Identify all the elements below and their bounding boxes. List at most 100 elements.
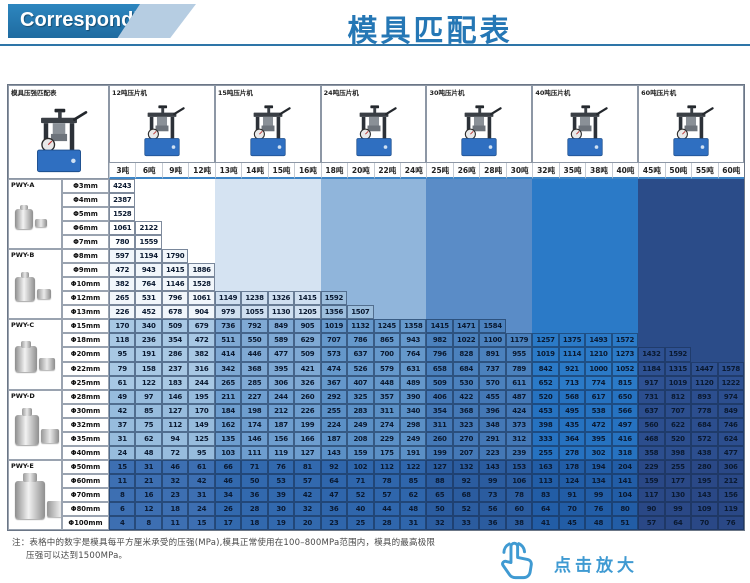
pressure-cell: 70 [558, 501, 586, 516]
pressure-cell: 78 [373, 473, 401, 488]
pressure-cell: 520 [532, 389, 559, 404]
pressure-cell: 255 [532, 445, 559, 460]
mold-photo-cell: PWY-D [8, 389, 62, 460]
pressure-cell: 92 [320, 459, 348, 474]
pressure-cell: 306 [717, 459, 744, 474]
pressure-cell: 1257 [532, 333, 559, 348]
pressure-cell: 1055 [241, 305, 268, 320]
empty-cell [558, 277, 586, 292]
click-to-zoom-button[interactable]: 点击放大 [492, 537, 692, 581]
pressure-cell: 570 [479, 375, 506, 390]
empty-cell [479, 305, 506, 320]
diameter-label: Φ3mm [62, 179, 109, 194]
diameter-label: Φ18mm [62, 333, 109, 348]
empty-cell [532, 249, 559, 264]
pressure-cell: 624 [717, 431, 744, 446]
empty-cell [241, 179, 268, 194]
pressure-cell: 122 [135, 375, 162, 390]
pressure-cell: 75 [135, 417, 162, 432]
pressure-cell: 446 [241, 347, 268, 362]
pressure-cell: 21 [135, 473, 162, 488]
pressure-cell: 367 [320, 375, 348, 390]
pressure-cell: 52 [347, 487, 374, 502]
empty-cell [452, 305, 480, 320]
empty-cell [664, 263, 692, 278]
pressure-cell: 48 [135, 445, 162, 460]
pressure-cell: 323 [452, 417, 480, 432]
pressure-cell: 38 [505, 515, 533, 530]
pressure-cell: 207 [452, 445, 480, 460]
machine-name: 24吨压片机 [323, 89, 359, 97]
pressure-cell: 1415 [426, 319, 453, 334]
empty-cell [347, 221, 374, 236]
empty-cell [611, 249, 639, 264]
empty-cell [400, 179, 427, 194]
pressure-cell: 396 [479, 403, 506, 418]
pressure-cell: 678 [161, 305, 189, 320]
empty-cell [214, 235, 242, 250]
pressure-cell: 237 [161, 361, 189, 376]
empty-cell [161, 221, 189, 236]
empty-cell [664, 207, 692, 222]
pressure-cell: 122 [400, 459, 427, 474]
empty-cell [426, 179, 453, 194]
pressure-cell: 652 [532, 375, 559, 390]
pressure-cell: 6 [109, 501, 136, 516]
pressure-cell: 318 [611, 445, 639, 460]
pressure-cell: 132 [452, 459, 480, 474]
empty-cell [320, 179, 348, 194]
pressure-cell: 24 [109, 445, 136, 460]
pressure-cell: 1132 [347, 319, 374, 334]
pressure-cell: 495 [558, 403, 586, 418]
pressure-cell: 57 [638, 515, 665, 530]
empty-cell [611, 221, 639, 236]
pressure-cell: 893 [691, 389, 718, 404]
pressure-cell: 143 [479, 459, 506, 474]
empty-cell [426, 235, 453, 250]
pressure-cell: 102 [347, 459, 374, 474]
pressure-cell: 211 [214, 389, 242, 404]
pressure-cell: 80 [611, 501, 639, 516]
pressure-cell: 44 [373, 501, 401, 516]
pressure-cell: 17 [214, 515, 242, 530]
pressure-cell: 1000 [585, 361, 612, 376]
pressure-cell: 23 [320, 515, 348, 530]
header-divider [0, 44, 750, 46]
pressure-cell: 422 [452, 389, 480, 404]
pressure-cell: 579 [373, 361, 401, 376]
empty-cell [479, 277, 506, 292]
empty-cell [135, 193, 162, 208]
empty-cell [717, 319, 744, 334]
table-corner-cell: 模具压强匹配表 [8, 85, 109, 179]
pressure-cell: 30 [267, 501, 295, 516]
pressure-cell: 477 [267, 347, 295, 362]
empty-cell [585, 249, 612, 264]
pressure-cell: 141 [611, 473, 639, 488]
pressure-cell: 224 [320, 417, 348, 432]
pressure-cell: 92 [452, 473, 480, 488]
pressure-cell: 226 [109, 305, 136, 320]
mold-series-label: PWY-B [11, 251, 35, 260]
diameter-label: Φ28mm [62, 389, 109, 404]
pressure-cell: 94 [161, 431, 189, 446]
empty-cell [214, 193, 242, 208]
empty-cell [400, 207, 427, 222]
pressure-cell: 921 [558, 361, 586, 376]
mold-die-image [35, 219, 47, 228]
pressure-cell: 530 [452, 375, 480, 390]
pressure-cell: 311 [373, 403, 401, 418]
pressure-cell: 15 [109, 459, 136, 474]
empty-cell [611, 193, 639, 208]
ton-label: 15吨 [267, 163, 295, 179]
pressure-cell: 737 [479, 361, 506, 376]
pressure-cell: 917 [638, 375, 665, 390]
corner-title: 模具压强匹配表 [11, 89, 57, 97]
pressure-cell: 72 [161, 445, 189, 460]
pressure-cell: 42 [188, 473, 215, 488]
empty-cell [347, 193, 374, 208]
empty-cell [691, 207, 718, 222]
empty-cell [400, 249, 427, 264]
pressure-cell: 354 [161, 333, 189, 348]
pressure-cell: 111 [241, 445, 268, 460]
pressure-cell: 982 [426, 333, 453, 348]
